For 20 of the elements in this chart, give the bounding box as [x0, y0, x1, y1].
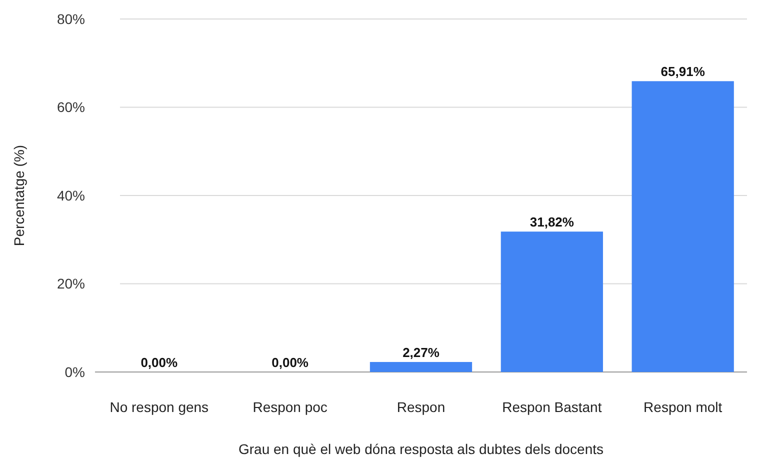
y-tick-label: 80%	[56, 10, 85, 27]
data-label: 2,27%	[402, 344, 440, 360]
data-label: 0,00%	[272, 355, 309, 370]
data-label: 31,82%	[530, 214, 574, 230]
x-axis-title: Grau en què el web dóna resposta als dubtes dels docents	[238, 441, 604, 457]
x-tick-label: Respon Bastant	[502, 399, 602, 415]
y-tick-label: 20%	[56, 276, 85, 292]
y-tick-label: 0%	[64, 364, 85, 380]
y-axis-title: Percentatge (%)	[11, 144, 27, 246]
data-label: 65,91%	[660, 64, 706, 80]
x-tick-label: Respon	[396, 399, 446, 415]
data-label: 0,00%	[140, 355, 178, 370]
x-tick-label: No respon gens	[110, 399, 209, 415]
bar	[370, 362, 472, 372]
bar	[632, 81, 734, 372]
y-tick-label: 40%	[56, 187, 85, 204]
x-tick-label: Respon poc	[252, 399, 328, 415]
x-tick-label: Respon molt	[644, 399, 722, 415]
bar	[500, 232, 603, 372]
y-tick-label: 60%	[56, 99, 85, 116]
